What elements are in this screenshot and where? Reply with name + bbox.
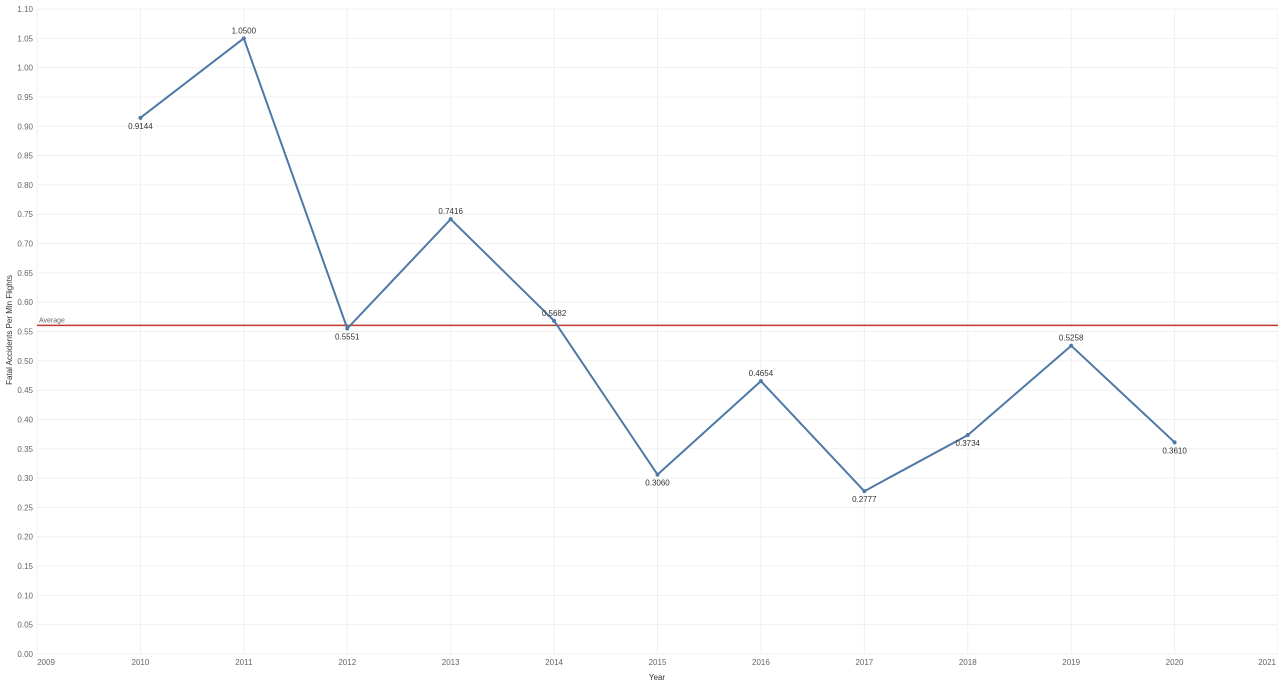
data-label: 0.2777	[852, 495, 877, 504]
y-tick-label: 0.85	[17, 152, 33, 161]
x-tick-label: 2009	[37, 658, 55, 667]
data-point	[345, 326, 350, 331]
y-tick-label: 0.20	[17, 533, 33, 542]
x-tick-label: 2012	[338, 658, 356, 667]
x-tick-label: 2019	[1062, 658, 1080, 667]
data-label: 0.4654	[749, 369, 774, 378]
data-point	[758, 379, 763, 384]
y-axis-title: Fatal Accidents Per Mln Flights	[5, 275, 14, 385]
y-tick-label: 1.00	[17, 64, 33, 73]
y-tick-label: 0.40	[17, 415, 33, 424]
data-label: 0.5258	[1059, 334, 1084, 343]
y-tick-label: 0.05	[17, 621, 33, 630]
data-label: 0.7416	[438, 207, 463, 216]
data-point	[1069, 343, 1074, 348]
y-tick-label: 0.45	[17, 386, 33, 395]
y-tick-label: 0.75	[17, 210, 33, 219]
y-tick-label: 0.25	[17, 503, 33, 512]
data-labels: 0.9144 1.0500 0.5551 0.7416 0.5682 0.3060 0.46…	[128, 26, 1187, 504]
y-tick-label: 0.15	[17, 562, 33, 571]
data-point	[552, 318, 557, 323]
data-points	[138, 36, 1177, 494]
y-tick-label: 0.55	[17, 328, 33, 337]
x-tick-label: 2010	[132, 658, 150, 667]
data-point	[965, 433, 970, 438]
x-tick-label: 2020	[1166, 658, 1184, 667]
x-tick-label: 2015	[649, 658, 667, 667]
y-tick-label: 0.60	[17, 298, 33, 307]
y-tick-label: 0.65	[17, 269, 33, 278]
y-tick-label: 0.30	[17, 474, 33, 483]
data-label: 0.5682	[542, 309, 567, 318]
x-tick-label: 2013	[442, 658, 460, 667]
data-point	[655, 472, 660, 477]
y-tick-label: 0.00	[17, 650, 33, 659]
y-tick-label: 0.90	[17, 122, 33, 131]
data-point	[862, 489, 867, 494]
data-point	[138, 115, 143, 120]
y-tick-label: 0.95	[17, 93, 33, 102]
data-point	[1172, 440, 1177, 445]
x-axis-ticks: 2009 2010 2011 2012 2013 2014 2015 2016 2017 2018…	[37, 658, 1276, 667]
data-label: 0.3734	[956, 439, 981, 448]
x-tick-label: 2014	[545, 658, 563, 667]
y-axis-ticks: 0.00 0.05 0.10 0.15 0.20 0.25 0.30 0.35 0.40 0.45…	[17, 5, 33, 659]
data-label: 0.5551	[335, 333, 360, 342]
data-point	[448, 217, 453, 222]
data-label: 0.9144	[128, 122, 153, 131]
x-axis-title: Year	[649, 673, 666, 682]
y-tick-label: 0.80	[17, 181, 33, 190]
x-tick-label: 2018	[959, 658, 977, 667]
y-tick-label: 0.35	[17, 445, 33, 454]
y-tick-label: 0.70	[17, 240, 33, 249]
data-label: 0.3060	[645, 479, 670, 488]
y-tick-label: 0.10	[17, 591, 33, 600]
average-reference-label: Average	[39, 317, 65, 324]
y-tick-label: 1.10	[17, 5, 33, 14]
data-label: 0.3610	[1162, 446, 1187, 455]
x-tick-label: 2021	[1258, 658, 1276, 667]
y-tick-label: 1.05	[17, 34, 33, 43]
y-tick-label: 0.50	[17, 357, 33, 366]
grid-lines	[36, 8, 1278, 655]
x-tick-label: 2017	[855, 658, 873, 667]
data-label: 1.0500	[232, 26, 257, 35]
data-point	[241, 36, 246, 41]
x-tick-label: 2016	[752, 658, 770, 667]
x-tick-label: 2011	[235, 658, 253, 667]
